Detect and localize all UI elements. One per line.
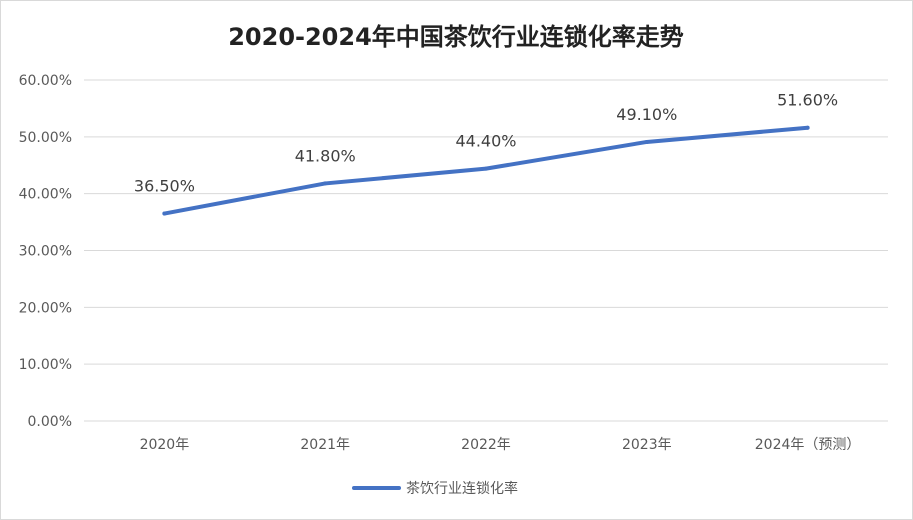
grid-lines [84, 79, 888, 422]
data-label: 36.50% [134, 177, 195, 196]
legend: 茶饮行业连锁化率 [352, 480, 518, 497]
data-point [323, 181, 328, 186]
y-tick-label: 40.00% [19, 187, 72, 203]
data-point [805, 125, 810, 130]
x-tick-label: 2023年 [622, 437, 672, 453]
legend-label: 茶饮行业连锁化率 [406, 480, 518, 497]
y-tick-label: 50.00% [19, 130, 72, 146]
data-point [162, 211, 167, 216]
data-label: 49.10% [616, 105, 677, 124]
y-tick-label: 0.00% [28, 414, 72, 430]
data-point [644, 139, 649, 144]
chart-title: 2020-2024年中国茶饮行业连锁化率走势 [228, 23, 684, 51]
data-label: 44.40% [455, 132, 516, 151]
x-tick-label: 2020年 [140, 437, 190, 453]
x-tick-label: 2024年（预测） [755, 437, 861, 453]
x-tick-label: 2022年 [461, 437, 511, 453]
y-tick-label: 60.00% [19, 73, 72, 89]
series-group [162, 125, 810, 216]
data-label: 41.80% [295, 146, 356, 165]
x-tick-label: 2021年 [300, 437, 350, 453]
x-axis-ticks: 2020年 2021年 2022年 2023年 2024年（预测） [140, 437, 861, 453]
data-point [484, 166, 488, 171]
y-tick-label: 20.00% [19, 300, 72, 316]
y-tick-label: 30.00% [19, 244, 72, 260]
data-labels: 36.50% 41.80% 44.40% 49.10% 51.60% [134, 91, 838, 196]
data-label: 51.60% [777, 91, 838, 110]
y-axis-ticks: 0.00% 10.00% 20.00% 30.00% 40.00% 50.00% 60.00… [19, 73, 72, 430]
y-tick-label: 10.00% [19, 357, 72, 373]
